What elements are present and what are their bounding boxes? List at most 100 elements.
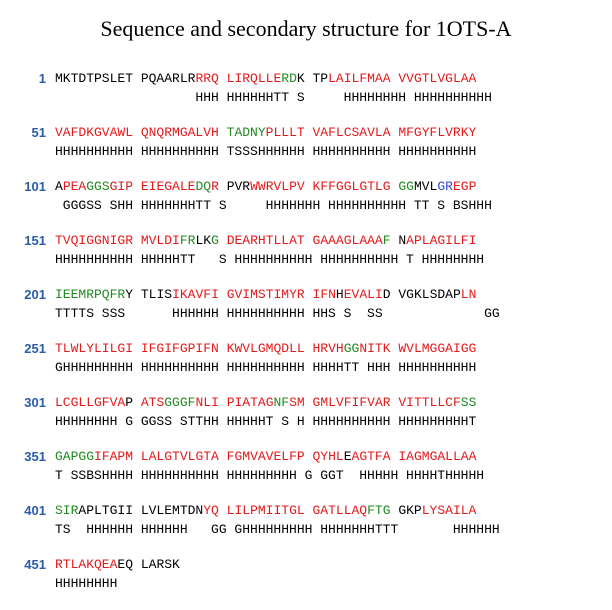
residue-run	[219, 71, 227, 86]
residue-run: RRQ	[195, 71, 219, 86]
residue-run: GAPGG	[55, 449, 95, 464]
residue-run: IKAVFI	[172, 287, 219, 302]
residue-run: IFGIFGPIFN	[140, 341, 219, 356]
secondary-structure: TS HHHHHH HHHHHH GG GHHHHHHHHH HHHHHHHTT…	[55, 522, 500, 537]
residue-sequence: TVQIGGNIGR MVLDIFRLKG DEARHTLLAT GAAAGLA…	[55, 232, 476, 249]
residue-run: VITTLLCF	[398, 395, 461, 410]
residue-run: MVL	[413, 179, 438, 194]
residue-run: LCGLLGFVA	[55, 395, 126, 410]
residue-run: A	[55, 179, 63, 194]
residue-run: PLLLT	[265, 125, 305, 140]
residue-run	[305, 179, 313, 194]
residue-run: TLIS	[140, 287, 173, 302]
residue-run: DQ	[195, 179, 212, 194]
residue-run: N	[398, 233, 407, 248]
residue-run: SIR	[55, 503, 79, 518]
residue-run: SM	[289, 395, 305, 410]
residue-run: PQAARLR	[140, 71, 196, 86]
secondary-structure: TTTTS SSS HHHHHH HHHHHHHHHH HHS S SS GG	[55, 306, 500, 321]
residue-run	[305, 395, 313, 410]
secondary-structure: HHHHHHHHHH HHHHHTT S HHHHHHHHHH HHHHHHHH…	[55, 252, 485, 267]
residue-run: AGTFA	[351, 449, 391, 464]
residue-run	[133, 71, 141, 86]
residue-run: Y	[125, 287, 134, 302]
secondary-structure: GHHHHHHHHH HHHHHHHHHH HHHHHHHHHH HHHHTT …	[55, 360, 477, 375]
residue-run: E	[343, 449, 352, 464]
residue-run: MFGYFLVRKY	[398, 125, 477, 140]
residue-run: GGGF	[164, 395, 196, 410]
residue-run: LYSAILA	[421, 503, 477, 518]
residue-run: TP	[312, 71, 329, 86]
residue-run: EVALI	[343, 287, 383, 302]
secondary-structure: GGGSS SHH HHHHHHHTT S HHHHHHH HHHHHHHHHH…	[55, 198, 492, 213]
residue-number: 201	[24, 287, 46, 302]
residue-run	[133, 233, 141, 248]
residue-run: GAAAGLAAA	[312, 233, 383, 248]
residue-run	[219, 503, 227, 518]
residue-run: VAFDKGVAWL	[55, 125, 134, 140]
residue-run: RTLAKQEA	[55, 557, 118, 572]
residue-run	[133, 503, 141, 518]
residue-sequence: GAPGGIFAPM LALGTVLGTA FGMVAVELFP QYHLEAG…	[55, 448, 476, 465]
residue-run: GG	[398, 179, 414, 194]
residue-run: R	[211, 179, 219, 194]
residue-run: LN	[460, 287, 477, 302]
residue-run: GMLVFIFVAR	[312, 395, 391, 410]
residue-run: FR	[179, 233, 196, 248]
residue-run	[305, 449, 313, 464]
residue-run: QYHL	[312, 449, 344, 464]
residue-run: GKP	[398, 503, 422, 518]
residue-run	[305, 287, 313, 302]
residue-sequence: IEEMRPQFRY TLISIKAVFI GVIMSTIMYR IFNHEVA…	[55, 286, 476, 303]
residue-run: KWVLGMQDLL	[226, 341, 305, 356]
residue-run: SS	[460, 395, 477, 410]
secondary-structure: HHHHHHHH	[55, 576, 118, 591]
residue-run: WVLMGGAIGG	[398, 341, 477, 356]
residue-number: 401	[24, 503, 46, 518]
residue-run: IAGMGALLAA	[398, 449, 477, 464]
residue-run: LIRQLLE	[226, 71, 282, 86]
residue-run: DEARHTLLAT	[226, 233, 305, 248]
residue-run	[133, 287, 141, 302]
residue-run: LAILFMAA	[328, 71, 391, 86]
residue-run: PVR	[226, 179, 251, 194]
residue-run	[219, 125, 227, 140]
residue-sequence: APEAGGSGIP EIEGALEDQR PVRWWRVLPV KFFGGLG…	[55, 178, 476, 195]
residue-run: RD	[281, 71, 297, 86]
residue-number: 101	[24, 179, 46, 194]
page-title: Sequence and secondary structure for 1OT…	[100, 16, 512, 41]
residue-run	[133, 179, 141, 194]
residue-run	[305, 233, 313, 248]
residue-run: VVGTLVGLAA	[398, 71, 477, 86]
secondary-structure: HHHHHHHHHH HHHHHHHHHH TSSSHHHHHH HHHHHHH…	[55, 144, 477, 159]
residue-run: D	[382, 287, 391, 302]
residue-run: MKTDTPSLET	[55, 71, 134, 86]
residue-run	[133, 125, 141, 140]
residue-run: VAFLCSAVLA	[312, 125, 391, 140]
residue-run: TLWLYLILGI	[55, 341, 134, 356]
secondary-structure: HHHHHHHH G GGSS STTHH HHHHHT S H HHHHHHH…	[55, 414, 477, 429]
residue-run: HRVH	[312, 341, 344, 356]
residue-run	[133, 395, 141, 410]
residue-run: GG	[343, 341, 360, 356]
residue-run: PEA	[62, 179, 87, 194]
residue-number: 351	[24, 449, 46, 464]
residue-run: LALGTVLGTA	[140, 449, 219, 464]
residue-sequence: TLWLYLILGI IFGIFGPIFN KWVLGMQDLL HRVHGGN…	[55, 340, 476, 357]
residue-number: 1	[38, 71, 46, 86]
residue-run: EGP	[452, 179, 477, 194]
residue-run: MVLDI	[140, 233, 180, 248]
residue-number: 51	[31, 125, 46, 140]
residue-run: NITK	[359, 341, 391, 356]
residue-run: LVLEMTDN	[140, 503, 204, 518]
secondary-structure: T SSBSHHHH HHHHHHHHHH HHHHHHHHH G GGT HH…	[55, 468, 485, 483]
residue-run	[305, 125, 313, 140]
residue-number: 451	[24, 557, 46, 572]
residue-run	[219, 395, 227, 410]
residue-run: G	[211, 233, 219, 248]
residue-run: K	[296, 71, 305, 86]
residue-run: GATLLAQ	[312, 503, 368, 518]
residue-sequence: VAFDKGVAWL QNQRMGALVH TADNYPLLLT VAFLCSA…	[55, 124, 476, 141]
residue-run: EQ	[117, 557, 134, 572]
residue-run	[133, 341, 141, 356]
